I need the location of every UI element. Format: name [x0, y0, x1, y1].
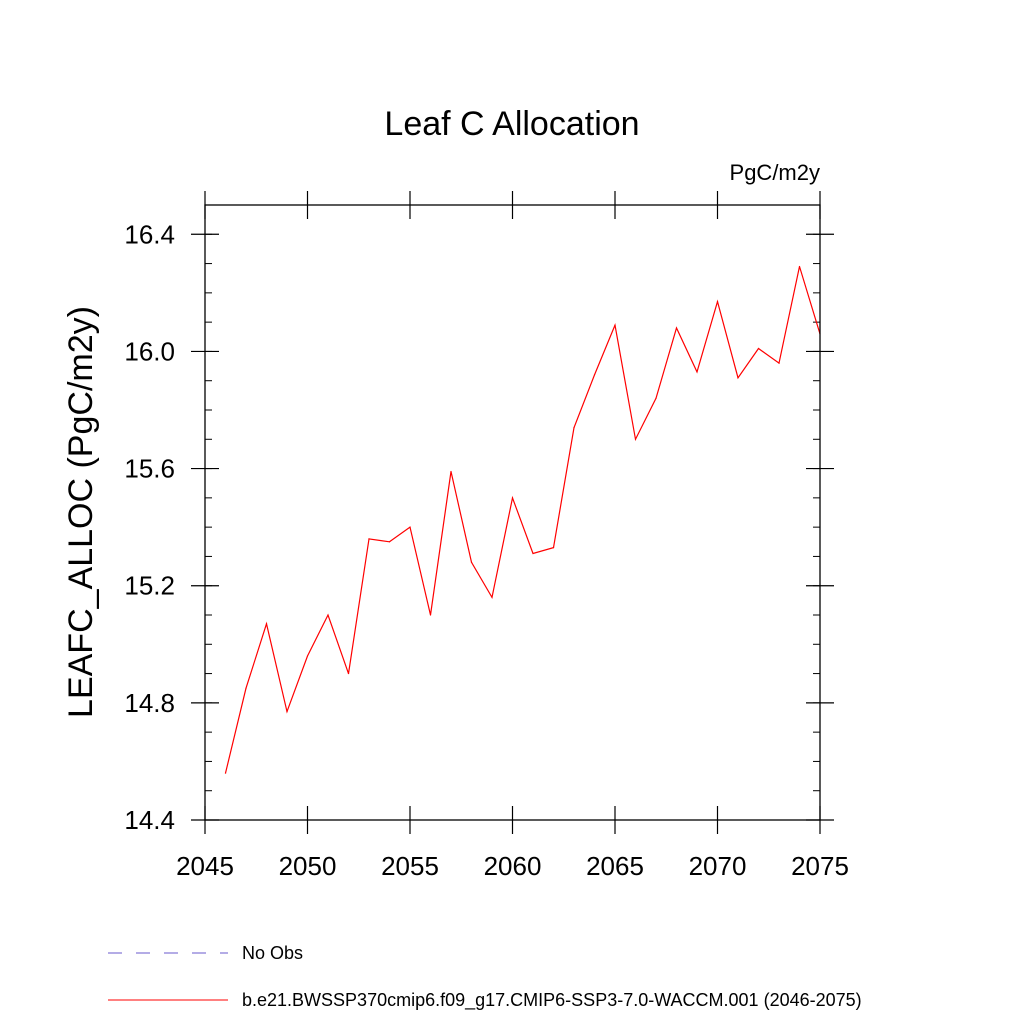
data-point [306, 655, 309, 657]
data-point [593, 374, 596, 376]
data-point [409, 526, 411, 528]
x-tick-label: 2065 [586, 851, 644, 881]
minor-ticks [205, 204, 820, 821]
data-point [491, 596, 493, 599]
data-point [696, 371, 698, 373]
data-point [327, 614, 329, 616]
chart-title: Leaf C Allocation [384, 105, 639, 143]
plot-frame [204, 204, 821, 821]
data-point [286, 711, 288, 713]
data-point [532, 552, 534, 555]
y-tick-label: 14.8 [124, 688, 175, 718]
data-point [778, 362, 780, 364]
y-tick-label: 16.0 [124, 336, 175, 366]
y-tick-label: 15.2 [124, 571, 175, 601]
x-tick-label: 2070 [689, 851, 747, 881]
data-point [798, 265, 801, 268]
x-tick-label: 2050 [279, 851, 337, 881]
y-axis-ticks: 14.4 14.8 15.2 15.6 16.0 16.4 [124, 219, 834, 835]
x-tick-label: 2045 [176, 851, 234, 881]
y-tick-label: 14.4 [124, 805, 175, 835]
data-point [655, 397, 657, 399]
y-tick-label: 15.6 [124, 454, 175, 484]
legend-label-no-obs: No Obs [242, 943, 303, 963]
data-point [347, 672, 350, 675]
x-axis-ticks: 2045 2050 2055 2060 2065 2070 2075 [176, 191, 849, 881]
data-point [634, 438, 637, 440]
x-tick-label: 2055 [381, 851, 439, 881]
x-tick-label: 2075 [791, 851, 849, 881]
data-point [737, 377, 739, 379]
data-point [470, 561, 473, 563]
legend-label-model: b.e21.BWSSP370cmip6.f09_g17.CMIP6-SSP3-7… [242, 990, 862, 1011]
data-point [368, 538, 370, 540]
data-point [573, 426, 575, 429]
data-point [716, 301, 719, 303]
legend: No Obs b.e21.BWSSP370cmip6.f09_g17.CMIP6… [108, 943, 862, 1011]
y-tick-label: 16.4 [124, 219, 175, 249]
data-series-line [224, 266, 821, 774]
data-point [511, 497, 514, 499]
data-point [224, 772, 227, 774]
y-axis-label: LEAFC_ALLOC (PgC/m2y) [62, 306, 100, 718]
data-point [614, 324, 616, 326]
data-point [245, 687, 247, 689]
data-point [388, 541, 391, 543]
data-point [675, 327, 678, 329]
data-points [224, 265, 821, 774]
x-tick-label: 2060 [484, 851, 542, 881]
data-point [429, 614, 432, 616]
data-point [450, 470, 452, 473]
data-point [552, 547, 555, 549]
data-point [265, 623, 268, 625]
data-point [757, 347, 760, 350]
units-label: PgC/m2y [730, 160, 820, 185]
